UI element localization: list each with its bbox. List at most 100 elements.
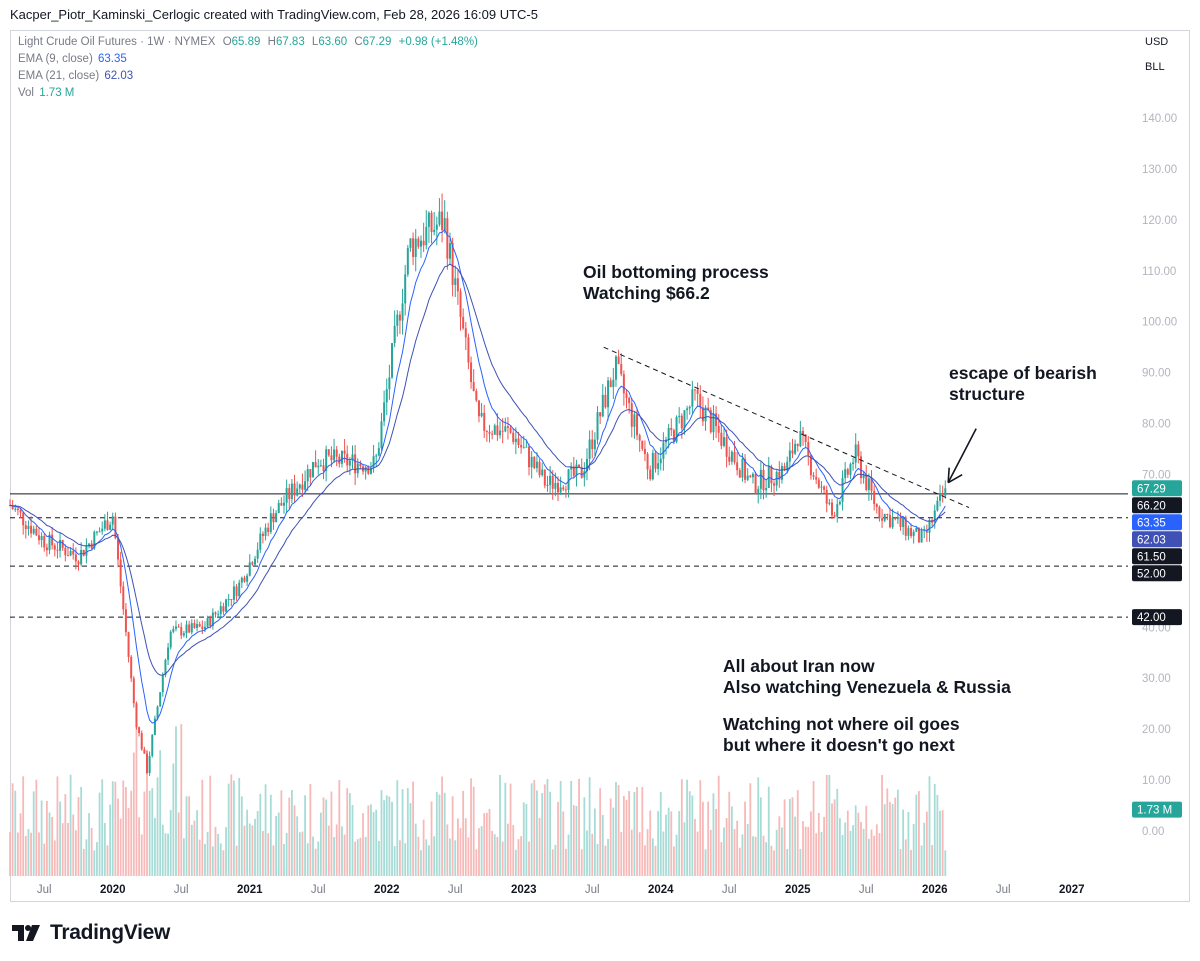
- volume-bar: [844, 822, 847, 876]
- candle-body: [427, 212, 430, 227]
- volume-bar: [538, 817, 541, 876]
- volume-bar: [673, 846, 675, 876]
- candle-body: [791, 450, 794, 454]
- volume-bar: [794, 816, 797, 876]
- volume-bar: [749, 783, 752, 876]
- candle-body: [593, 439, 596, 450]
- volume-series: [9, 721, 947, 876]
- candle-body: [32, 528, 35, 534]
- volume-bar: [654, 845, 657, 876]
- candle-body: [480, 412, 483, 417]
- candle-body: [459, 291, 462, 317]
- candle-body: [119, 559, 122, 587]
- candle-body: [483, 412, 486, 431]
- candle-body: [815, 476, 818, 480]
- candle-body: [225, 599, 228, 612]
- candle-body: [143, 749, 146, 754]
- candle-body: [246, 575, 249, 582]
- candle-body: [93, 531, 96, 549]
- volume-bar: [651, 838, 654, 876]
- volume-bar: [167, 833, 169, 876]
- volume-bar: [514, 849, 517, 876]
- volume-bar: [522, 802, 525, 876]
- candle-body: [773, 483, 776, 486]
- candle-body: [61, 540, 64, 548]
- volume-bar: [80, 786, 83, 876]
- candle-body: [275, 513, 278, 523]
- volume-bar: [391, 801, 393, 876]
- candle-body: [514, 438, 517, 443]
- candle-body: [786, 461, 789, 471]
- candle-body: [140, 733, 143, 750]
- candle-body: [43, 536, 46, 548]
- tradingview-logo[interactable]: TradingView: [12, 920, 170, 946]
- candle-body: [659, 458, 662, 464]
- candle-body: [364, 467, 367, 472]
- currency-selector[interactable]: USD: [1145, 36, 1169, 48]
- volume-bar: [280, 790, 283, 876]
- candle-body: [715, 413, 718, 427]
- volume-bar: [612, 807, 615, 876]
- candle-body: [114, 516, 117, 539]
- volume-bar: [130, 790, 133, 876]
- volume-bar: [773, 850, 775, 876]
- candle-body: [124, 609, 127, 633]
- note-bottoming-line2: Watching $66.2: [583, 283, 710, 303]
- candle-body: [925, 530, 928, 533]
- badge-bg: [1132, 497, 1182, 514]
- candle-body: [161, 675, 164, 693]
- candle-body: [506, 426, 509, 428]
- candle-body: [670, 427, 673, 431]
- candle-body: [543, 469, 546, 486]
- volume-bar: [815, 833, 818, 876]
- candle-body: [804, 434, 807, 443]
- candle-body: [881, 518, 884, 521]
- badge-bg: [1132, 565, 1182, 582]
- volume-bar: [40, 800, 43, 876]
- volume-bar: [886, 788, 889, 876]
- volume-bar: [633, 792, 636, 876]
- chart-frame[interactable]: [10, 30, 1190, 902]
- candle-body: [812, 475, 815, 477]
- candle-body: [59, 540, 62, 551]
- candle-body: [206, 617, 209, 627]
- candle-body: [146, 753, 148, 773]
- candle-body: [788, 450, 791, 462]
- last-badge: 67.29: [1132, 480, 1182, 497]
- volume-bar: [572, 805, 575, 876]
- volume-bar: [767, 786, 770, 876]
- volume-bar: [319, 812, 322, 876]
- volume-bar: [512, 825, 515, 876]
- legend-ema21-row: EMA (21, close) 62.03: [18, 70, 133, 82]
- candle-body: [567, 469, 570, 490]
- volume-bar: [720, 842, 723, 876]
- volume-bar: [910, 849, 912, 876]
- y-tick-label: 40.00: [1142, 622, 1171, 634]
- candle-body: [462, 316, 465, 329]
- candle-body: [622, 374, 625, 394]
- volume-bar: [870, 829, 873, 876]
- candle-body: [132, 678, 135, 704]
- candle-body: [559, 487, 562, 493]
- volume-bar: [17, 832, 19, 876]
- volume-bar: [912, 824, 915, 876]
- candle-body: [604, 394, 607, 408]
- candle-series: [9, 193, 947, 776]
- volume-bar: [493, 834, 496, 876]
- unit-selector[interactable]: BLL: [1145, 61, 1165, 73]
- volume-bar: [209, 775, 212, 876]
- candle-body: [688, 406, 691, 409]
- volume-bar: [177, 812, 180, 876]
- x-tick-label: 2022: [374, 884, 400, 896]
- candle-body: [720, 432, 723, 446]
- candle-body: [754, 473, 757, 493]
- candle-body: [672, 430, 675, 442]
- volume-bar: [406, 788, 409, 876]
- candle-body: [512, 432, 515, 443]
- candle-body: [35, 528, 38, 536]
- volume-bar: [625, 799, 628, 876]
- volume-bar: [182, 838, 185, 876]
- volume-bar: [915, 794, 918, 876]
- volume-bar: [301, 831, 304, 876]
